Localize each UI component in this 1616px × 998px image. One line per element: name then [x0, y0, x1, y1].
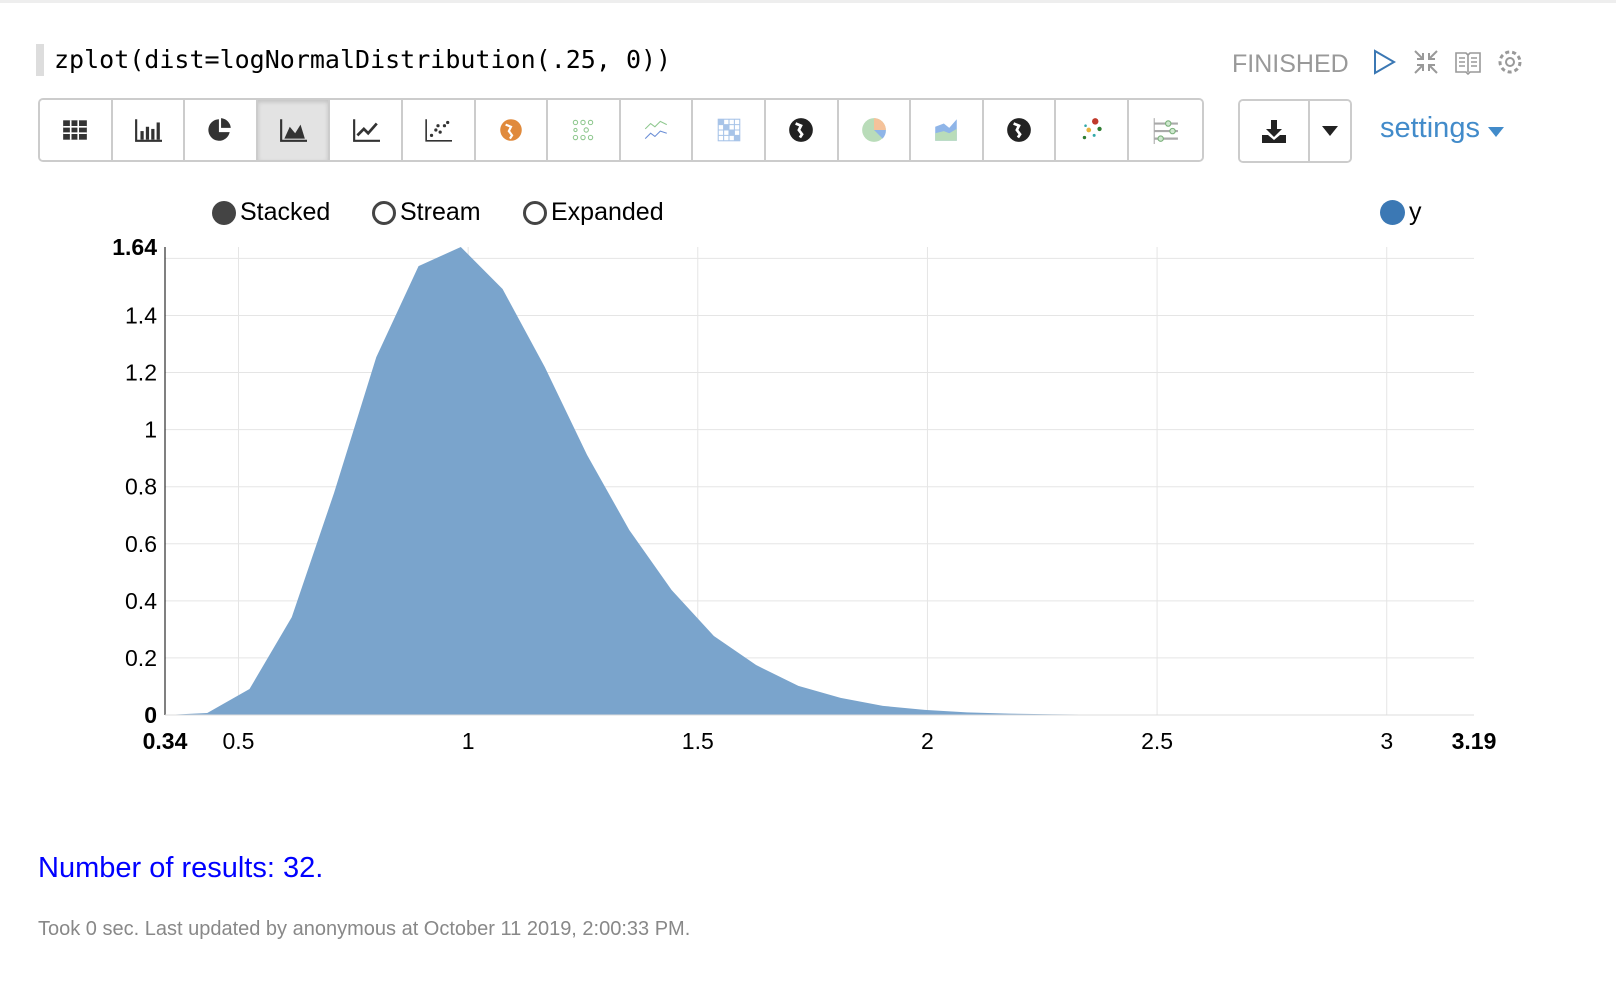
- gear-icon[interactable]: [1496, 48, 1524, 76]
- chart-type-map-button[interactable]: [475, 100, 549, 160]
- x-tick-label: 1.5: [682, 728, 714, 754]
- scatter-color-icon: [1082, 118, 1102, 140]
- map-icon: [500, 119, 522, 141]
- bar-chart-icon: [134, 119, 162, 142]
- area-series-y: [165, 247, 1474, 715]
- radio-empty-icon: [372, 200, 396, 225]
- chart-type-globe-button[interactable]: [765, 100, 839, 160]
- mode-label: Expanded: [551, 198, 664, 226]
- y-tick-label: 0.2: [125, 645, 157, 671]
- download-icon: [1262, 120, 1286, 143]
- x-tick-label: 0.5: [222, 728, 254, 754]
- mode-label: Stacked: [240, 198, 331, 226]
- radio-filled-icon: [212, 200, 236, 225]
- globe-icon: [789, 118, 814, 142]
- legend-series-y[interactable]: y: [1380, 198, 1422, 227]
- last-updated: Took 0 sec. Last updated by anonymous at…: [38, 918, 691, 940]
- mode-stacked[interactable]: Stacked: [212, 198, 330, 227]
- chart-type-pie-chart-button[interactable]: [185, 100, 258, 160]
- y-tick-label: 1: [144, 417, 157, 443]
- chart-type-matrix-button[interactable]: [693, 100, 766, 160]
- settings-dropdown[interactable]: settings: [1380, 112, 1505, 145]
- download-group: [1238, 99, 1352, 163]
- y-tick-label: 1.2: [125, 360, 157, 386]
- mode-stream[interactable]: Stream: [372, 198, 481, 227]
- chart-type-scatter-chart-button[interactable]: [402, 100, 476, 160]
- series-label: y: [1409, 198, 1422, 226]
- paragraph-code[interactable]: zplot(dist=logNormalDistribution(.25, 0)…: [36, 44, 671, 76]
- multi-line-icon: [644, 120, 668, 139]
- book-icon[interactable]: [1454, 48, 1482, 76]
- caret-down-icon: [1488, 127, 1505, 137]
- chart-type-toolbar: [38, 98, 1204, 162]
- y-tick-label: 1.64: [112, 234, 157, 260]
- stacked-area-icon: [935, 119, 958, 141]
- chart-type-stacked-area-button[interactable]: [911, 100, 984, 160]
- line-chart-icon: [352, 119, 380, 142]
- matrix-icon: [717, 118, 740, 142]
- settings-label: settings: [1380, 112, 1480, 144]
- y-tick-label: 0.8: [125, 474, 157, 500]
- pie-color-icon: [861, 118, 886, 142]
- caret-down-icon: [1322, 126, 1338, 136]
- series-dot-icon: [1380, 200, 1405, 225]
- download-dropdown-button[interactable]: [1310, 101, 1350, 161]
- y-tick-label: 0.4: [125, 588, 157, 614]
- chart-type-table-button[interactable]: [40, 100, 113, 160]
- chart-type-multi-line-button[interactable]: [620, 100, 694, 160]
- chart-type-heatmap-dots-button[interactable]: [548, 100, 621, 160]
- range-slider-icon: [1153, 118, 1179, 144]
- chart-type-line-chart-button[interactable]: [330, 100, 403, 160]
- x-tick-label: 2: [921, 728, 934, 754]
- chart-type-scatter-color-button[interactable]: [1056, 100, 1129, 160]
- collapse-icon[interactable]: [1412, 48, 1440, 76]
- x-tick-label: 1: [462, 728, 475, 754]
- results-count: Number of results: 32.: [38, 852, 324, 884]
- globe-dark-icon: [1007, 118, 1031, 142]
- x-tick-label: 3: [1380, 728, 1393, 754]
- y-tick-label: 0.6: [125, 531, 157, 557]
- mode-label: Stream: [400, 198, 481, 226]
- area-chart-icon: [280, 119, 308, 142]
- scatter-chart-icon: [425, 119, 453, 142]
- download-button[interactable]: [1240, 101, 1310, 161]
- x-tick-label: 2.5: [1141, 728, 1173, 754]
- top-border: [0, 0, 1616, 3]
- x-tick-label: 0.34: [143, 728, 188, 754]
- y-tick-label: 0: [144, 702, 157, 728]
- chart-type-area-chart-button[interactable]: [257, 100, 331, 160]
- status-label: FINISHED: [1232, 50, 1349, 78]
- area-chart: 0.34 0.5 1 1.5 2 2.5 3 3.19 0 0.2 0.4 0.6 0.8 1 1.2 1.4…: [112, 234, 1497, 754]
- y-tick-label: 1.4: [125, 302, 157, 328]
- chart-type-bar-chart-button[interactable]: [112, 100, 186, 160]
- chart-type-range-slider-button[interactable]: [1128, 100, 1202, 160]
- pie-chart-icon: [208, 118, 232, 141]
- chart-type-globe-dark-button[interactable]: [983, 100, 1057, 160]
- mode-expanded[interactable]: Expanded: [523, 198, 664, 227]
- x-tick-label: 3.19: [1452, 728, 1497, 754]
- table-icon: [63, 120, 88, 140]
- heatmap-dots-icon: [573, 119, 594, 141]
- chart-type-pie-color-button[interactable]: [838, 100, 912, 160]
- run-icon[interactable]: [1370, 48, 1398, 76]
- radio-empty-icon: [523, 200, 547, 225]
